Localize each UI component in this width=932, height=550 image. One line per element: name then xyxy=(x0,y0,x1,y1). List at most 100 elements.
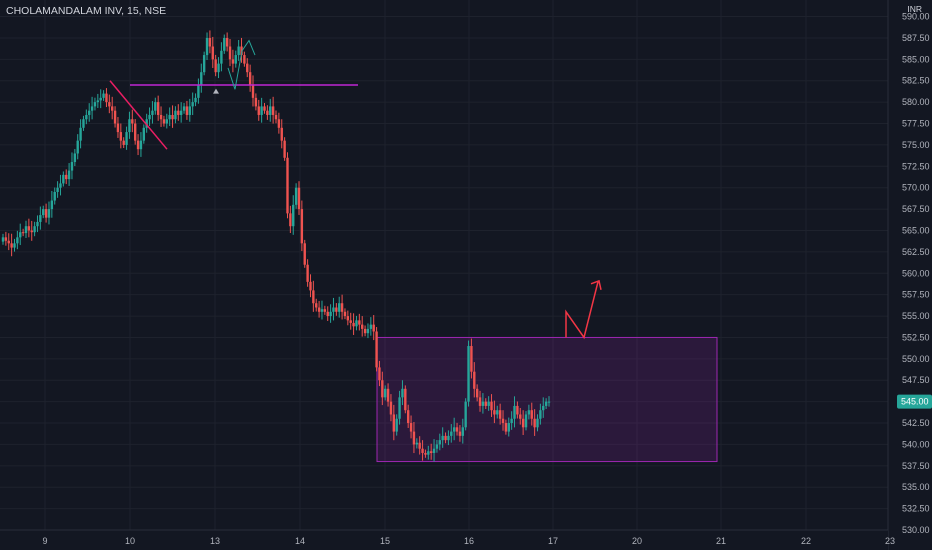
candle-body xyxy=(133,123,137,141)
candle-body xyxy=(544,401,548,406)
candle-body xyxy=(418,442,421,449)
price-tick-label: 577.50 xyxy=(902,119,930,129)
price-axis[interactable]: 530.00 532.50 535.00 537.50 540.00 542.50 545.… xyxy=(887,0,932,550)
candle-body xyxy=(266,110,269,115)
candle-body xyxy=(111,106,114,111)
price-tick-label: 590.00 xyxy=(902,12,930,22)
candle-body xyxy=(177,110,180,115)
candle-body xyxy=(530,410,533,419)
candle-body xyxy=(234,55,237,64)
support-zone-rectangle[interactable] xyxy=(376,336,718,463)
candle-body xyxy=(504,423,508,432)
trendline[interactable] xyxy=(109,80,168,150)
candle-body xyxy=(381,380,384,398)
candle-body xyxy=(228,46,232,60)
candle-body xyxy=(188,106,191,115)
candle-body xyxy=(185,106,189,115)
candle-body xyxy=(323,309,327,312)
candle-body xyxy=(481,401,485,406)
candle-body xyxy=(42,209,45,216)
candle-body xyxy=(429,451,433,453)
candle-body xyxy=(461,427,464,436)
candle-body xyxy=(441,435,444,441)
candle-body xyxy=(303,243,306,265)
candle-body xyxy=(435,444,439,449)
candle-body xyxy=(76,140,79,154)
candle-body xyxy=(1,237,5,242)
candle-body xyxy=(378,367,381,381)
candle-body xyxy=(521,418,525,428)
time-tick-label: 15 xyxy=(380,536,390,546)
candle-body xyxy=(392,414,396,432)
candle-body xyxy=(524,414,528,428)
symbol-legend[interactable]: CHOLAMANDALAM INV, 15, NSE xyxy=(6,5,167,17)
price-tick-label: 575.00 xyxy=(902,140,930,150)
time-tick-label: 17 xyxy=(548,536,558,546)
candle-body xyxy=(263,106,266,111)
price-axis-background xyxy=(888,0,932,550)
candle-body xyxy=(496,410,499,415)
price-tick-label: 537.50 xyxy=(902,461,930,471)
candle-body xyxy=(484,401,487,406)
time-tick-label: 21 xyxy=(716,536,726,546)
candle-body xyxy=(162,119,166,124)
candle-body xyxy=(498,410,502,419)
candle-body xyxy=(168,114,171,120)
time-axis[interactable]: 9 10 13 14 15 16 17 20 21 22 23 xyxy=(0,529,895,550)
candle-body xyxy=(473,371,476,389)
candle-body xyxy=(47,209,51,218)
candle-body xyxy=(246,63,249,73)
candle-body xyxy=(326,311,329,317)
candle-body xyxy=(315,303,318,308)
candle-body xyxy=(447,435,450,441)
candle-body xyxy=(406,410,410,424)
candle-body xyxy=(7,240,10,244)
candle-body xyxy=(116,123,120,133)
candle-body xyxy=(151,110,154,115)
candle-body xyxy=(108,102,111,107)
candle-body xyxy=(438,440,441,445)
price-tick-label: 542.50 xyxy=(902,418,930,428)
drawings-layer[interactable] xyxy=(109,39,602,340)
candle-body xyxy=(317,307,321,312)
candle-body xyxy=(312,290,315,304)
candle-body xyxy=(62,174,65,184)
pattern-drawing[interactable] xyxy=(227,39,256,90)
candle-body xyxy=(424,452,427,455)
candle-body xyxy=(73,153,77,163)
candle-body xyxy=(277,119,281,128)
candle-body xyxy=(251,85,255,98)
candle-body xyxy=(53,191,56,201)
candle-body xyxy=(539,410,542,419)
candle-body xyxy=(409,423,413,432)
time-tick-label: 9 xyxy=(42,536,47,546)
candle-body xyxy=(145,119,148,128)
price-tick-label: 552.50 xyxy=(902,332,930,342)
candle-body xyxy=(39,215,42,222)
candle-body xyxy=(294,187,298,205)
time-tick-label: 20 xyxy=(632,536,642,546)
candle-body xyxy=(467,346,470,402)
candle-body xyxy=(280,127,283,141)
candlestick-series xyxy=(1,30,551,462)
candle-body xyxy=(475,388,479,398)
candle-body xyxy=(346,316,350,321)
candle-body xyxy=(507,423,510,432)
time-tick-label: 14 xyxy=(295,536,305,546)
price-tick-label: 530.00 xyxy=(902,525,930,535)
candle-body xyxy=(372,324,375,332)
time-axis-background xyxy=(0,530,888,550)
time-tick-label: 10 xyxy=(125,536,135,546)
candle-body xyxy=(96,100,100,103)
candle-body xyxy=(363,328,367,334)
candle-body xyxy=(352,322,355,327)
price-tick-label: 570.00 xyxy=(902,183,930,193)
projection-arrow-path[interactable] xyxy=(565,281,599,340)
support-zone-box[interactable] xyxy=(376,336,718,463)
candle-body xyxy=(156,102,160,115)
candle-body xyxy=(260,106,263,115)
price-tick-label: 572.50 xyxy=(902,161,930,171)
candle-body xyxy=(450,431,453,436)
